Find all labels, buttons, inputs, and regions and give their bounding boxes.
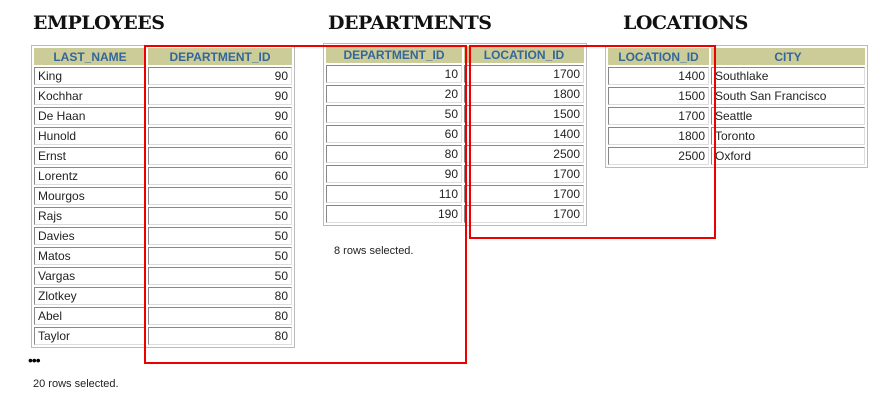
- table-row: Davies 50: [34, 227, 292, 245]
- table-cell: 90: [326, 165, 462, 183]
- table-cell: 2500: [464, 145, 584, 163]
- departments-title: DEPARTMENTS: [328, 12, 492, 34]
- table-row: 20 1800: [326, 85, 584, 103]
- table-cell: Davies: [34, 227, 146, 245]
- table-row: Zlotkey 80: [34, 287, 292, 305]
- table-row: 1700 Seattle: [608, 107, 865, 125]
- column-header: LOCATION_ID: [608, 48, 709, 65]
- column-header: CITY: [711, 48, 865, 65]
- table-cell: Toronto: [711, 127, 865, 145]
- table-row: 90 1700: [326, 165, 584, 183]
- table-cell: 50: [148, 227, 292, 245]
- employees-title: EMPLOYEES: [33, 12, 165, 34]
- table-row: King 90: [34, 67, 292, 85]
- locations-title: LOCATIONS: [623, 12, 748, 34]
- table-cell: 90: [148, 87, 292, 105]
- table-cell: Kochhar: [34, 87, 146, 105]
- table-cell: 80: [326, 145, 462, 163]
- table-cell: Abel: [34, 307, 146, 325]
- table-cell: 90: [148, 107, 292, 125]
- table-cell: 60: [148, 147, 292, 165]
- ellipsis: •••: [28, 352, 41, 368]
- table-cell: Oxford: [711, 147, 865, 165]
- table-cell: King: [34, 67, 146, 85]
- table-cell: Rajs: [34, 207, 146, 225]
- table-cell: 1500: [464, 105, 584, 123]
- table-cell: 1700: [464, 205, 584, 223]
- column-header: DEPARTMENT_ID: [326, 46, 462, 63]
- table-row: Vargas 50: [34, 267, 292, 285]
- location-id-join-highlight: [469, 45, 716, 239]
- table-cell: Taylor: [34, 327, 146, 345]
- table-row: 110 1700: [326, 185, 584, 203]
- table-cell: South San Francisco: [711, 87, 865, 105]
- table-row: Matos 50: [34, 247, 292, 265]
- table-row: 80 2500: [326, 145, 584, 163]
- table-row: 190 1700: [326, 205, 584, 223]
- departments-table: DEPARTMENT_ID LOCATION_ID 10 1700 20 1800 50 1…: [323, 43, 587, 226]
- table-row: De Haan 90: [34, 107, 292, 125]
- table-cell: De Haan: [34, 107, 146, 125]
- employees-table: LAST_NAME DEPARTMENT_ID King 90 Kochhar 90 De…: [31, 45, 295, 348]
- table-row: Ernst 60: [34, 147, 292, 165]
- table-cell: 80: [148, 287, 292, 305]
- table-cell: 90: [148, 67, 292, 85]
- table-row: 60 1400: [326, 125, 584, 143]
- departments-row-count: 8 rows selected.: [334, 245, 414, 257]
- table-cell: 1500: [608, 87, 709, 105]
- table-cell: 50: [148, 247, 292, 265]
- table-cell: 80: [148, 327, 292, 345]
- table-cell: Hunold: [34, 127, 146, 145]
- table-cell: 50: [148, 267, 292, 285]
- table-cell: 1700: [464, 165, 584, 183]
- table-cell: 1800: [608, 127, 709, 145]
- column-header: LAST_NAME: [34, 48, 146, 65]
- table-cell: 1800: [464, 85, 584, 103]
- table-row: 50 1500: [326, 105, 584, 123]
- department-id-join-highlight: [144, 45, 467, 364]
- table-row: Taylor 80: [34, 327, 292, 345]
- table-cell: 1700: [464, 65, 584, 83]
- table-cell: 10: [326, 65, 462, 83]
- table-row: Hunold 60: [34, 127, 292, 145]
- table-cell: Southlake: [711, 67, 865, 85]
- table-cell: Seattle: [711, 107, 865, 125]
- table-row: 10 1700: [326, 65, 584, 83]
- table-cell: Vargas: [34, 267, 146, 285]
- column-header: DEPARTMENT_ID: [148, 48, 292, 65]
- table-cell: 50: [326, 105, 462, 123]
- table-row: Lorentz 60: [34, 167, 292, 185]
- table-cell: 190: [326, 205, 462, 223]
- table-cell: 60: [326, 125, 462, 143]
- table-cell: 1400: [608, 67, 709, 85]
- table-cell: 20: [326, 85, 462, 103]
- locations-table: LOCATION_ID CITY 1400 Southlake 1500 South S…: [605, 45, 868, 168]
- table-cell: 50: [148, 187, 292, 205]
- column-header: LOCATION_ID: [464, 46, 584, 63]
- table-cell: 110: [326, 185, 462, 203]
- table-row: 1800 Toronto: [608, 127, 865, 145]
- table-cell: Lorentz: [34, 167, 146, 185]
- table-cell: 60: [148, 167, 292, 185]
- table-cell: Matos: [34, 247, 146, 265]
- table-cell: 1400: [464, 125, 584, 143]
- table-cell: 2500: [608, 147, 709, 165]
- table-cell: 80: [148, 307, 292, 325]
- table-row: 1500 South San Francisco: [608, 87, 865, 105]
- table-cell: Ernst: [34, 147, 146, 165]
- table-cell: 1700: [608, 107, 709, 125]
- table-row: 1400 Southlake: [608, 67, 865, 85]
- employees-row-count: 20 rows selected.: [33, 378, 119, 390]
- table-cell: 50: [148, 207, 292, 225]
- table-cell: 60: [148, 127, 292, 145]
- table-cell: Zlotkey: [34, 287, 146, 305]
- table-cell: Mourgos: [34, 187, 146, 205]
- table-row: 2500 Oxford: [608, 147, 865, 165]
- table-cell: 1700: [464, 185, 584, 203]
